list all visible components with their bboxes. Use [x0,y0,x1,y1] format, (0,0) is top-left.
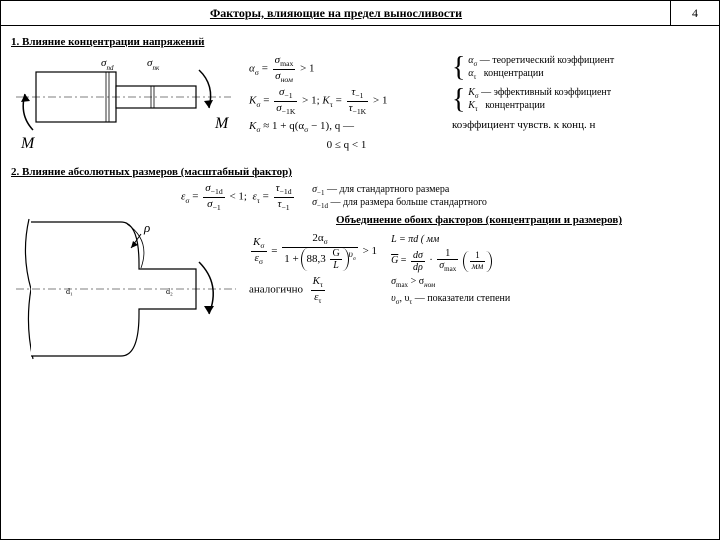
page-frame: 4 Факторы, влияющие на предел выносливос… [0,0,720,540]
section1-formulas: ασ = σmaxσном > 1 Kσ = σ−1σ−1K > 1; Kτ =… [249,52,444,155]
f-K-approx: Kσ ≈ 1 + q(ασ − 1), q — [249,119,444,136]
def-sigma: σmax > σном [391,274,510,291]
section1-row: M M σnd σnк ασ = σmaxσном > 1 Kσ = σ−1σ−… [11,52,709,162]
diagram-shaft-step: M M σnd σnк [11,52,241,162]
expl-q: коэффициент чувств. к конц. н [452,118,709,133]
f-alpha-sigma: ασ = σmaxσном > 1 [249,54,444,84]
svg-text:M: M [214,115,230,132]
def-L: L = πd ( мм [391,232,510,248]
f-big: Kσεσ = 2ασ 1 + 88,3 GL υσ [249,232,377,305]
def-G: G = dσdρ · 1σmax 1мм [391,248,510,274]
section2-eps: εσ = σ−1dσ−1 < 1; ετ = τ−1dτ−1 σ−1 — для… [181,182,709,212]
svg-text:σnd: σnd [101,57,114,72]
f-K-sigma: Kσ = σ−1σ−1K > 1; Kτ = τ−1τ−1K > 1 [249,86,444,116]
page-number-box: 4 [670,1,719,26]
section3-defs: L = πd ( мм G = dσdρ · 1σmax 1мм σmax > … [391,232,510,308]
svg-text:ρ: ρ [143,220,150,235]
section1-expl: { ασ — теоретический коэффициент ατ конц… [452,52,709,135]
svg-text:d₂: d₂ [166,287,173,296]
section1-heading: 1. Влияние концентрации напряжений [11,36,709,48]
title: Факторы, влияющие на предел выносливости [1,1,719,26]
svg-text:M: M [20,135,36,152]
def-upsilon: υσ, υτ — показатели степени [391,291,510,308]
f-q-range: 0 ≤ q < 1 [249,138,444,153]
f-analog: аналогично Kτετ [249,275,377,305]
page-number: 4 [692,6,698,21]
section2-heading: 2. Влияние абсолютных размеров (масштабн… [11,166,709,178]
section3-heading: Объединение обоих факторов (концентрации… [249,214,709,226]
expl-alpha: { ασ — теоретический коэффициент ατ конц… [452,54,709,82]
section3-wrap: Объединение обоих факторов (концентрации… [249,214,709,310]
section2-row: ρ d₁ d₂ Объединение обоих факторов (конц… [11,214,709,364]
expl-K: { Kσ — эффективный коэффициент Kτ концен… [452,86,709,114]
svg-text:σnк: σnк [147,57,160,72]
section3-body: Kσεσ = 2ασ 1 + 88,3 GL υσ [249,230,709,310]
content: 1. Влияние концентрации напряжений M [1,26,719,370]
diagram-fillet: ρ d₁ d₂ [11,214,241,364]
svg-text:d₁: d₁ [66,287,73,296]
